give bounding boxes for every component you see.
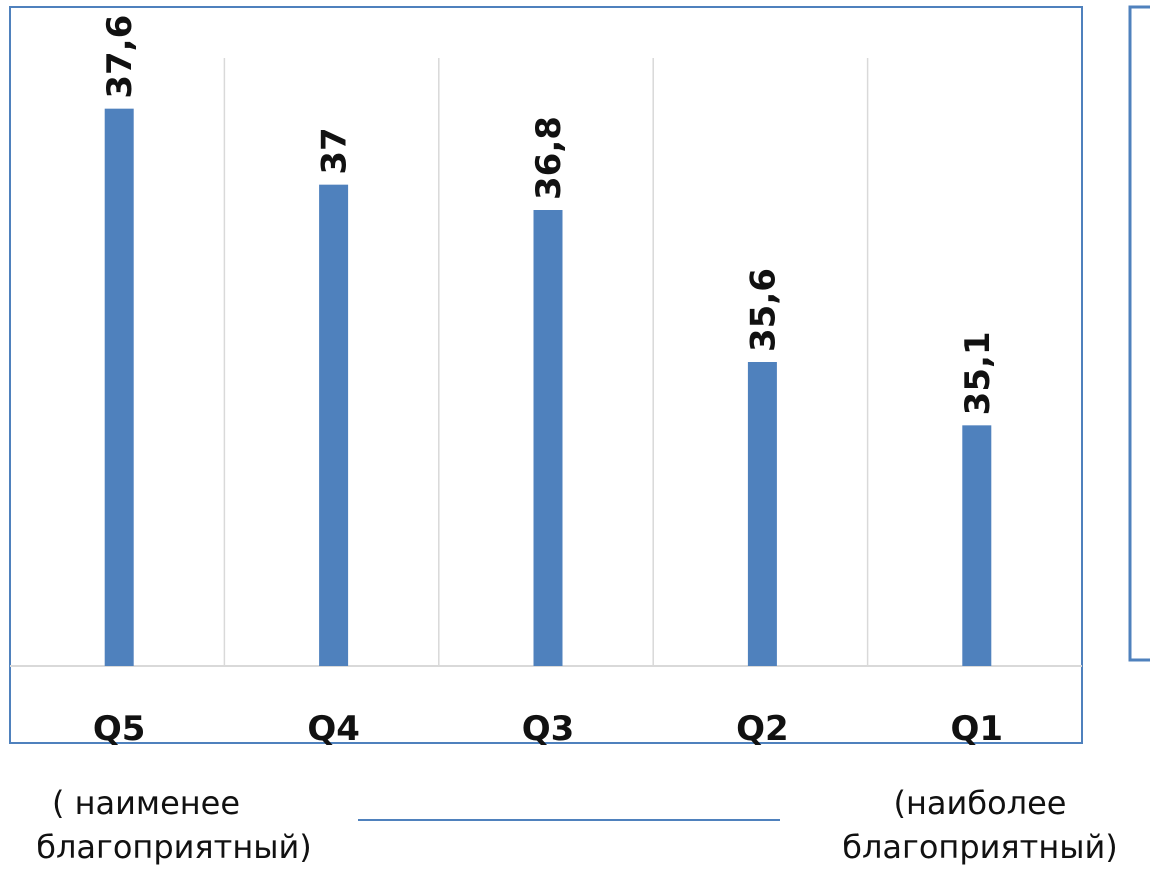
category-label-q4: Q4 xyxy=(307,709,360,749)
value-label-q4: 37 xyxy=(315,127,355,174)
bar-q1 xyxy=(962,425,992,666)
bar-q5 xyxy=(104,108,134,666)
bar-q4 xyxy=(319,184,349,666)
bar-q3 xyxy=(533,210,563,666)
bar-q2 xyxy=(747,362,777,666)
value-label-q5: 37,6 xyxy=(100,15,140,99)
left-note-line1: ( наименее xyxy=(52,784,240,822)
value-labels: 37,6 37 36,8 35,6 35,1 xyxy=(100,15,998,416)
side-panel-frame xyxy=(1128,5,1150,662)
category-labels: Q5 Q4 Q3 Q2 Q1 xyxy=(93,709,1003,749)
category-label-q2: Q2 xyxy=(736,709,789,749)
plot-frame xyxy=(9,6,1083,744)
category-label-q5: Q5 xyxy=(93,709,146,749)
value-label-q2: 35,6 xyxy=(743,268,783,352)
category-label-q3: Q3 xyxy=(522,709,575,749)
right-note-line1: (наиболее xyxy=(894,784,1067,822)
category-label-q1: Q1 xyxy=(951,709,1004,749)
value-label-q3: 36,8 xyxy=(529,116,569,200)
value-label-q1: 35,1 xyxy=(958,331,998,415)
right-note-line2: благоприятный) xyxy=(842,828,1118,866)
bars xyxy=(104,108,992,666)
left-note-line2: благоприятный) xyxy=(36,828,312,866)
